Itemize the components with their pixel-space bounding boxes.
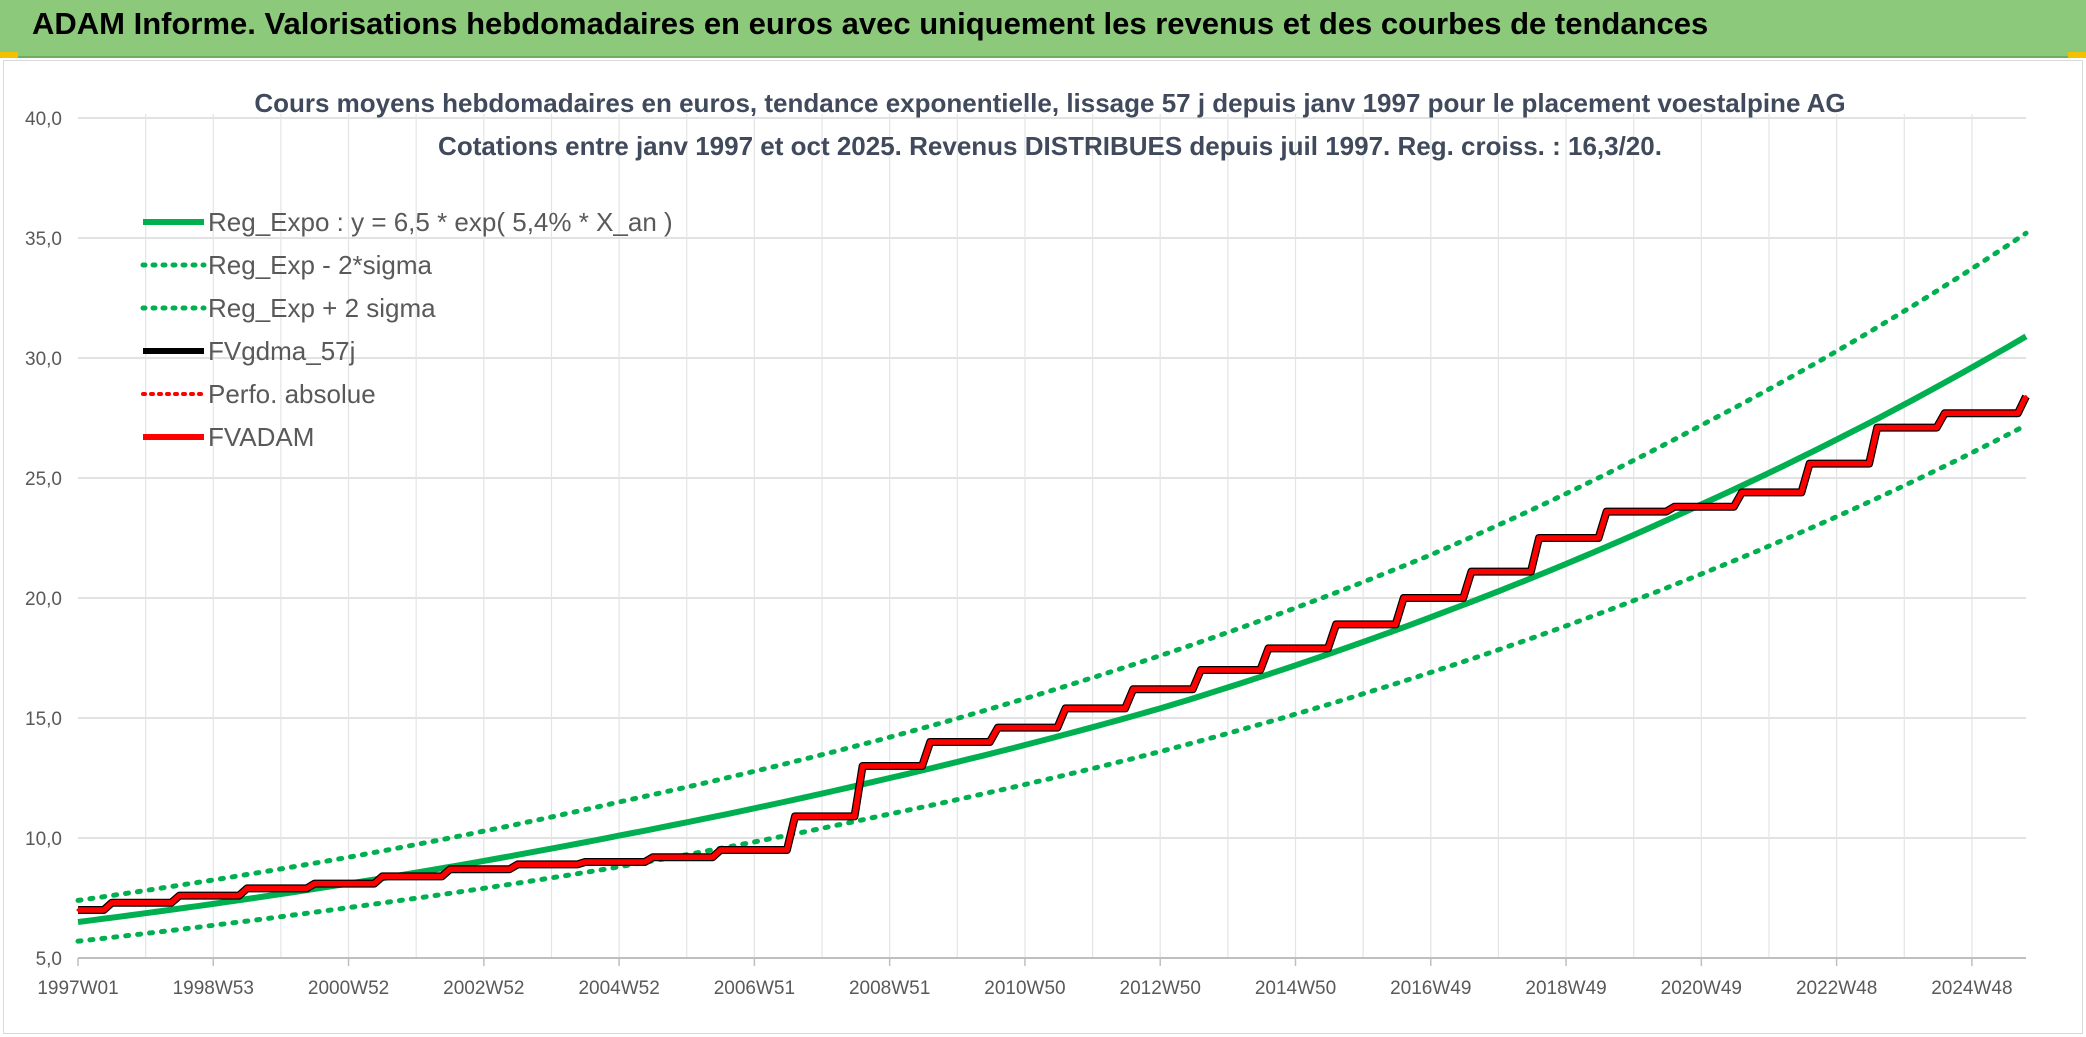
chart-title-line-1: Cours moyens hebdomadaires en euros, ten…	[254, 88, 1845, 118]
x-tick-label: 2012W50	[1120, 978, 1201, 999]
legend-label: Perfo. absolue	[208, 379, 376, 409]
x-tick-label: 1997W01	[37, 978, 118, 999]
series-fvadam	[78, 395, 2029, 913]
y-tick-label: 10,0	[25, 829, 62, 850]
x-tick-label: 2018W49	[1525, 978, 1606, 999]
report-banner: ADAM Informe. Valorisations hebdomadaire…	[0, 0, 2086, 58]
y-tick-label: 40,0	[25, 109, 62, 130]
series-fvgdma-57j	[78, 394, 2030, 914]
series-perfo-absolue	[76, 394, 2028, 912]
series-reg-expo	[77, 333, 2028, 925]
chart-frame	[3, 60, 2083, 1034]
corner-marker-right	[2068, 52, 2086, 58]
report-title: ADAM Informe. Valorisations hebdomadaire…	[32, 6, 1709, 41]
y-tick-label: 30,0	[25, 349, 62, 370]
x-tick-label: 2022W48	[1796, 978, 1877, 999]
x-tick-label: 2016W49	[1390, 978, 1471, 999]
grid-layer	[78, 114, 2026, 959]
x-tick-label: 2004W52	[578, 978, 659, 999]
x-tick-label: 2020W49	[1661, 978, 1742, 999]
x-tick-label: 2006W51	[714, 978, 795, 999]
x-tick-label: 2008W51	[849, 978, 930, 999]
legend-label: FVgdma_57j	[208, 336, 355, 366]
legend-label: Reg_Exp - 2*sigma	[208, 250, 433, 280]
y-tick-label: 25,0	[25, 469, 62, 490]
y-tick-label: 35,0	[25, 229, 62, 250]
x-tick-label: 2000W52	[308, 978, 389, 999]
chart-title-line-2: Cotations entre janv 1997 et oct 2025. R…	[438, 131, 1662, 161]
x-tick-label: 2010W50	[984, 978, 1065, 999]
legend-label: Reg_Expo : y = 6,5 * exp( 5,4% * X_an )	[208, 207, 673, 237]
series-layer	[75, 230, 2030, 944]
x-tick-label: 1998W53	[173, 978, 254, 999]
corner-marker-left	[0, 52, 18, 58]
legend-label: FVADAM	[208, 422, 314, 452]
x-tick-label: 2014W50	[1255, 978, 1336, 999]
y-tick-label: 15,0	[25, 709, 62, 730]
x-tick-label: 2002W52	[443, 978, 524, 999]
y-tick-label: 20,0	[25, 589, 62, 610]
x-tick-label: 2024W48	[1931, 978, 2012, 999]
series-reg-exp-plus-2sigma	[75, 230, 2029, 903]
legend-label: Reg_Exp + 2 sigma	[208, 293, 436, 323]
y-tick-label: 5,0	[36, 949, 62, 970]
series-reg-exp-minus-2sigma	[75, 422, 2029, 944]
axis-layer: 5,0 10,0 15,0 20,0 25,0 30,0 35,0 40,0 1997W01 19…	[25, 109, 2026, 999]
legend: Reg_Expo : y = 6,5 * exp( 5,4% * X_an ) R…	[140, 207, 673, 452]
